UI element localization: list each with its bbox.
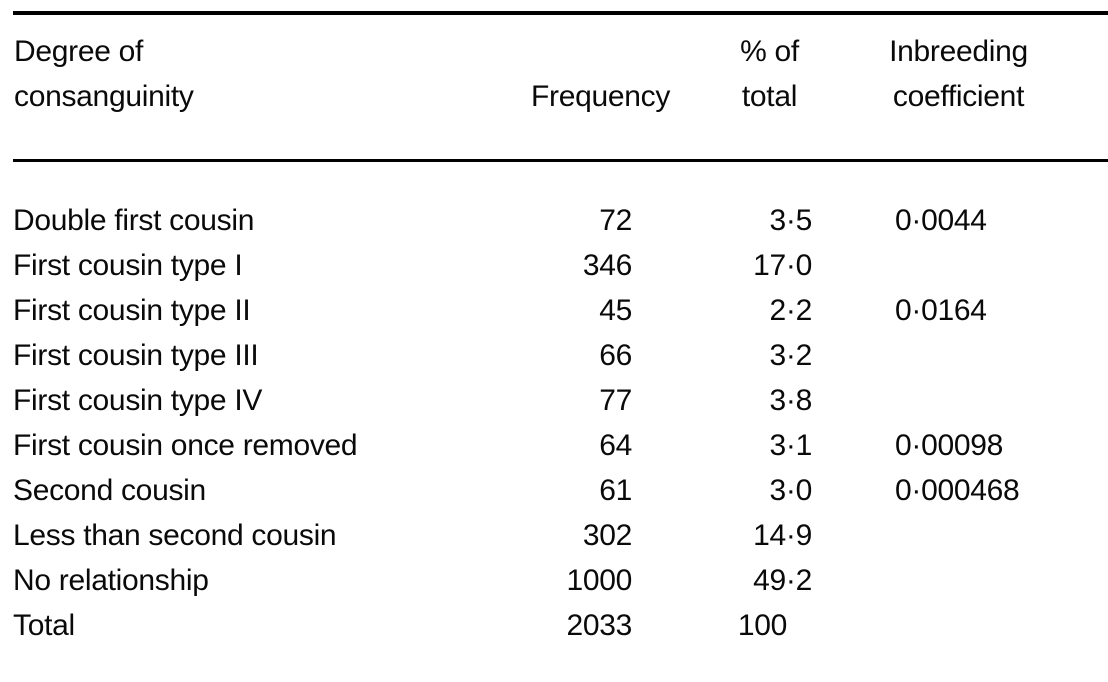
table-row: First cousin once removed 64 3·1 0·00098 <box>13 423 1108 468</box>
degree-cell: First cousin type II <box>13 294 251 327</box>
header-frequency: Frequency <box>513 13 671 162</box>
inbreeding-coefficient-cell <box>843 243 1108 288</box>
degree-cell: Double first cousin <box>13 204 255 237</box>
degree-cell: First cousin type I <box>13 249 243 282</box>
degree-cell: Second cousin <box>13 474 206 507</box>
pct-of-total-cell: 17·0 <box>753 249 812 282</box>
header-degree-line2: consanguinity <box>14 80 194 113</box>
pct-of-total-cell: 3·1 <box>769 429 813 462</box>
degree-cell: Less than second cousin <box>13 519 337 552</box>
inbreeding-coefficient-cell: 0·0044 <box>895 204 987 237</box>
degree-cell: Total <box>13 609 75 642</box>
header-degree: Degree of consanguinity <box>13 13 513 162</box>
table-row: Less than second cousin 302 14·9 <box>13 513 1108 558</box>
frequency-cell: 61 <box>599 474 632 507</box>
header-degree-line1: Degree of <box>14 35 144 68</box>
degree-cell: First cousin type IV <box>13 384 263 417</box>
frequency-cell: 77 <box>599 384 632 417</box>
inbreeding-coefficient-cell <box>843 513 1108 558</box>
degree-cell: First cousin type III <box>13 339 259 372</box>
table-row: First cousin type I 346 17·0 <box>13 243 1108 288</box>
frequency-cell: 302 <box>582 519 632 552</box>
table-row: First cousin type III 66 3·2 <box>13 333 1108 378</box>
table-row: First cousin type II 45 2·2 0·0164 <box>13 288 1108 333</box>
degree-cell: First cousin once removed <box>13 429 358 462</box>
header-pct-line2: total <box>741 80 798 113</box>
pct-of-total-cell: 3·2 <box>769 339 813 372</box>
header-pct-of-total: % of total <box>668 13 843 162</box>
table-row: No relationship 1000 49·2 <box>13 558 1108 603</box>
frequency-cell: 66 <box>599 339 632 372</box>
pct-of-total-cell: 100 <box>737 609 787 642</box>
frequency-cell: 64 <box>599 429 632 462</box>
inbreeding-coefficient-cell <box>843 558 1108 603</box>
table-row: First cousin type IV 77 3·8 <box>13 378 1108 423</box>
pct-of-total-cell: 3·5 <box>769 204 813 237</box>
inbreeding-coefficient-cell <box>843 333 1108 378</box>
header-coef-line2: coefficient <box>892 80 1025 113</box>
table-row: Double first cousin 72 3·5 0·0044 <box>13 161 1108 244</box>
frequency-cell: 2033 <box>566 609 632 642</box>
inbreeding-coefficient-cell: 0·000468 <box>895 474 1020 507</box>
table-header: Degree of consanguinity Frequency % of t… <box>13 13 1108 162</box>
header-coef-line1: Inbreeding <box>889 35 1028 68</box>
inbreeding-coefficient-cell: 0·00098 <box>895 429 1003 462</box>
frequency-cell: 346 <box>582 249 632 282</box>
pct-of-total-cell: 3·8 <box>769 384 813 417</box>
consanguinity-table: Degree of consanguinity Frequency % of t… <box>13 11 1108 682</box>
frequency-cell: 72 <box>599 204 632 237</box>
frequency-cell: 1000 <box>566 564 632 597</box>
table-row: Second cousin 61 3·0 0·000468 <box>13 468 1108 513</box>
header-inbreeding-coefficient: Inbreeding coefficient <box>843 13 1108 162</box>
pct-of-total-cell: 3·0 <box>769 474 813 507</box>
inbreeding-coefficient-cell: 0·0164 <box>895 294 987 327</box>
pct-of-total-cell: 49·2 <box>753 564 812 597</box>
table-body: Double first cousin 72 3·5 0·0044 First cous… <box>13 161 1108 682</box>
pct-of-total-cell: 2·2 <box>769 294 813 327</box>
inbreeding-coefficient-cell <box>843 603 1108 682</box>
header-pct-line1: % of <box>740 35 799 68</box>
pct-of-total-cell: 14·9 <box>753 519 812 552</box>
frequency-cell: 45 <box>599 294 632 327</box>
degree-cell: No relationship <box>13 564 209 597</box>
table-row: Total 2033 100 <box>13 603 1108 682</box>
header-row: Degree of consanguinity Frequency % of t… <box>13 13 1108 162</box>
header-frequency-line1: Frequency <box>531 80 671 113</box>
inbreeding-coefficient-cell <box>843 378 1108 423</box>
